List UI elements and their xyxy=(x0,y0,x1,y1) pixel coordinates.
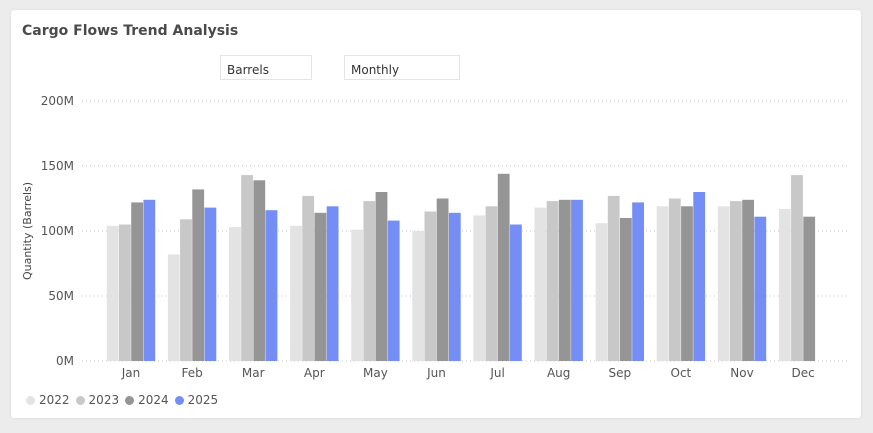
legend-marker xyxy=(125,395,135,405)
x-tick-label: Jun xyxy=(426,366,446,380)
bar-2023-aug xyxy=(546,201,559,361)
y-tick-label: 50M xyxy=(48,289,74,303)
bar-2025-apr xyxy=(326,206,339,361)
bar-2023-nov xyxy=(730,201,742,361)
bar-2023-jul xyxy=(485,206,498,361)
x-tick-label: Aug xyxy=(547,366,570,380)
bar-2022-jul xyxy=(473,215,486,361)
bar-2025-mar xyxy=(265,210,278,361)
bar-2024-jan xyxy=(131,202,143,361)
x-tick-label: Jan xyxy=(121,366,141,380)
bar-2025-feb xyxy=(204,207,217,361)
legend-label: 2023 xyxy=(88,393,120,407)
bar-2023-feb xyxy=(180,219,192,361)
x-tick-label: Sep xyxy=(608,366,631,380)
y-tick-label: 0M xyxy=(56,354,74,368)
bar-2023-dec xyxy=(791,175,803,361)
x-tick-label: May xyxy=(363,366,388,380)
x-tick-label: Dec xyxy=(791,366,814,380)
bar-2022-may xyxy=(351,229,363,361)
x-tick-label: Oct xyxy=(671,366,692,380)
bar-2022-jan xyxy=(106,225,119,361)
bar-2022-mar xyxy=(229,227,241,361)
bar-2023-mar xyxy=(241,175,253,361)
x-tick-label: Mar xyxy=(242,366,265,380)
legend-item-2025[interactable]: 2025 xyxy=(174,393,219,407)
legend-item-2024[interactable]: 2024 xyxy=(125,393,169,407)
y-axis-title: Quantity (Barrels) xyxy=(21,182,34,280)
bar-2022-jun xyxy=(412,231,425,361)
bar-2025-aug xyxy=(571,199,583,361)
legend-marker xyxy=(174,395,184,405)
bar-2024-jul xyxy=(497,173,510,361)
bar-2025-oct xyxy=(693,192,706,361)
bar-2022-apr xyxy=(290,225,302,361)
bar-2025-may xyxy=(387,220,400,361)
bar-2024-jun xyxy=(436,198,449,361)
bar-2022-dec xyxy=(778,208,791,361)
x-tick-label: Apr xyxy=(304,366,325,380)
bar-2024-dec xyxy=(803,216,816,361)
legend-item-2022[interactable]: 2022 xyxy=(26,393,70,407)
x-tick-label: Jul xyxy=(489,366,504,380)
bar-2022-aug xyxy=(534,207,547,361)
chart-title: Cargo Flows Trend Analysis xyxy=(22,23,239,39)
bar-2022-feb xyxy=(167,254,180,361)
bar-2025-jun xyxy=(448,212,461,361)
bar-2023-sep xyxy=(607,195,620,361)
bar-2024-feb xyxy=(192,189,205,361)
bar-2023-jan xyxy=(119,224,131,361)
bar-2025-jul xyxy=(510,224,522,361)
bar-2025-nov xyxy=(754,216,767,361)
bar-2025-jan xyxy=(143,199,156,361)
bar-2023-jun xyxy=(424,211,437,361)
legend-item-2023[interactable]: 2023 xyxy=(75,393,120,407)
bar-2024-mar xyxy=(253,180,266,361)
bar-2023-oct xyxy=(668,198,681,361)
legend-label: 2025 xyxy=(187,393,219,407)
bar-2025-sep xyxy=(632,202,644,361)
y-tick-label: 200M xyxy=(41,94,74,108)
legend-label: 2024 xyxy=(138,393,169,407)
y-tick-label: 100M xyxy=(41,224,74,238)
bar-2024-apr xyxy=(314,212,327,361)
legend-marker xyxy=(75,395,85,405)
period-slicer[interactable]: Monthly xyxy=(344,55,460,80)
bar-2024-may xyxy=(375,192,388,361)
x-tick-label: Feb xyxy=(181,366,202,380)
bar-2023-apr xyxy=(302,195,315,361)
bar-2022-oct xyxy=(656,206,669,361)
y-tick-label: 150M xyxy=(41,159,74,173)
legend-marker xyxy=(26,395,35,405)
bar-2023-may xyxy=(363,201,376,361)
bar-2024-nov xyxy=(742,199,754,361)
legend-label: 2022 xyxy=(39,393,70,407)
bar-2024-aug xyxy=(558,199,571,361)
bar-2024-oct xyxy=(681,206,693,361)
bar-2024-sep xyxy=(620,218,632,361)
x-tick-label: Nov xyxy=(730,366,753,380)
unit-slicer[interactable]: Barrels xyxy=(220,55,312,80)
legend: 2022 2023 2024 2025 xyxy=(26,393,224,407)
bar-2022-nov xyxy=(717,206,730,361)
bar-2022-sep xyxy=(595,223,608,361)
